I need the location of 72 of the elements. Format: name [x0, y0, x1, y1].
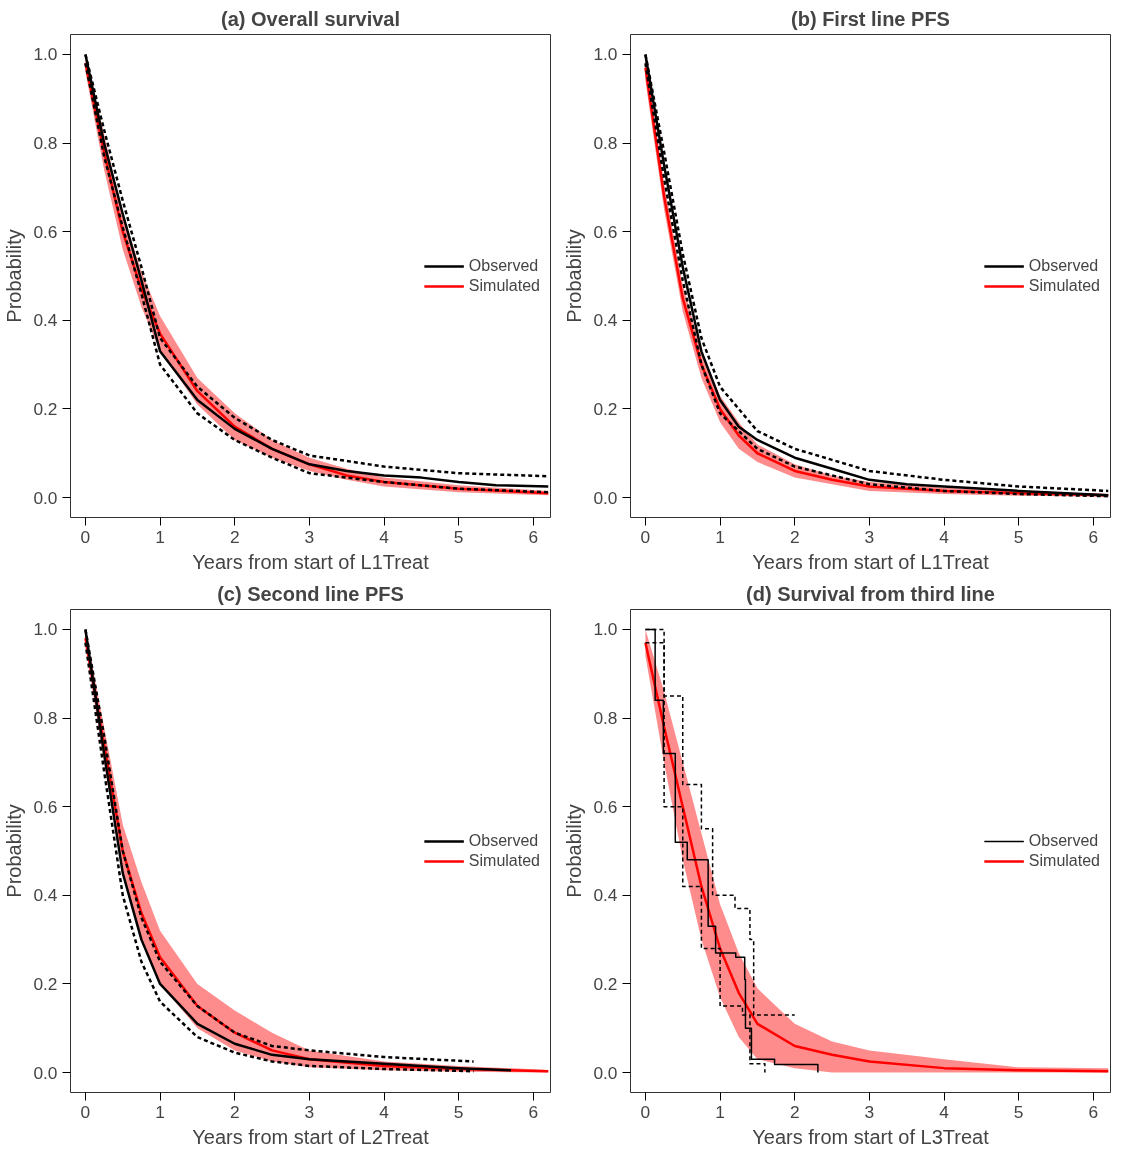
- x-tick-label: 6: [1088, 526, 1099, 547]
- y-tick-label: 0.8: [33, 133, 58, 154]
- legend-label: Simulated: [468, 276, 540, 295]
- x-tick-label: 4: [939, 526, 950, 547]
- x-tick-label: 5: [453, 1101, 464, 1122]
- x-tick-label: 3: [304, 526, 315, 547]
- y-tick-label: 0.2: [33, 973, 58, 994]
- chart-title: (d) Survival from third line: [746, 582, 995, 605]
- y-tick-label: 0.8: [33, 708, 58, 729]
- y-tick-label: 0.8: [593, 133, 618, 154]
- x-tick-label: 1: [155, 526, 165, 547]
- y-tick-label: 0.0: [593, 1062, 618, 1083]
- y-tick-label: 1.0: [33, 619, 58, 640]
- x-axis-title: Years from start of L1Treat: [752, 550, 990, 573]
- x-tick-label: 5: [1013, 526, 1024, 547]
- y-tick-label: 0.6: [593, 221, 618, 242]
- x-tick-label: 6: [1088, 1101, 1099, 1122]
- legend-label: Simulated: [1028, 276, 1100, 295]
- y-tick-label: 0.4: [593, 885, 618, 906]
- chart-title: (c) Second line PFS: [217, 582, 404, 605]
- x-tick-label: 2: [229, 526, 240, 547]
- x-tick-label: 3: [864, 526, 875, 547]
- legend-label: Observed: [468, 831, 539, 850]
- y-tick-label: 1.0: [593, 619, 618, 640]
- x-tick-label: 0: [640, 1101, 651, 1122]
- y-tick-label: 0.6: [33, 796, 58, 817]
- y-tick-label: 1.0: [593, 44, 618, 65]
- y-tick-label: 0.6: [593, 796, 618, 817]
- y-tick-label: 0.2: [33, 398, 58, 419]
- legend-label: Simulated: [468, 851, 540, 870]
- x-tick-label: 0: [640, 526, 651, 547]
- y-axis-title: Probability: [563, 804, 586, 898]
- chart-title: (a) Overall survival: [221, 7, 400, 30]
- y-tick-label: 0.2: [593, 398, 618, 419]
- y-tick-label: 1.0: [33, 44, 58, 65]
- y-tick-label: 0.4: [593, 310, 618, 331]
- y-axis-title: Probability: [563, 229, 586, 323]
- x-tick-label: 6: [528, 1101, 539, 1122]
- x-tick-label: 1: [715, 1101, 725, 1122]
- x-tick-label: 4: [939, 1101, 950, 1122]
- x-tick-label: 2: [789, 1101, 800, 1122]
- y-tick-label: 0.6: [33, 221, 58, 242]
- x-tick-label: 4: [379, 526, 390, 547]
- y-tick-label: 0.0: [33, 487, 58, 508]
- x-axis-title: Years from start of L1Treat: [192, 550, 430, 573]
- y-tick-label: 0.0: [33, 1062, 58, 1083]
- x-tick-label: 1: [155, 1101, 165, 1122]
- y-tick-label: 0.4: [33, 310, 58, 331]
- x-tick-label: 3: [304, 1101, 315, 1122]
- x-tick-label: 2: [789, 526, 800, 547]
- x-axis-title: Years from start of L3Treat: [752, 1125, 990, 1148]
- legend-label: Observed: [468, 256, 539, 275]
- chart-title: (b) First line PFS: [791, 7, 950, 30]
- x-tick-label: 4: [379, 1101, 390, 1122]
- y-tick-label: 0.0: [593, 487, 618, 508]
- x-tick-label: 0: [80, 526, 91, 547]
- y-axis-title: Probability: [3, 804, 26, 898]
- x-tick-label: 1: [715, 526, 725, 547]
- x-tick-label: 6: [528, 526, 539, 547]
- x-tick-label: 2: [229, 1101, 240, 1122]
- legend-label: Observed: [1028, 256, 1099, 275]
- y-tick-label: 0.2: [593, 973, 618, 994]
- x-tick-label: 5: [1013, 1101, 1024, 1122]
- x-axis-title: Years from start of L2Treat: [192, 1125, 430, 1148]
- x-tick-label: 5: [453, 526, 464, 547]
- x-tick-label: 3: [864, 1101, 875, 1122]
- legend-label: Observed: [1028, 831, 1099, 850]
- y-tick-label: 0.8: [593, 708, 618, 729]
- y-axis-title: Probability: [3, 229, 26, 323]
- legend-label: Simulated: [1028, 851, 1100, 870]
- y-tick-label: 0.4: [33, 885, 58, 906]
- x-tick-label: 0: [80, 1101, 91, 1122]
